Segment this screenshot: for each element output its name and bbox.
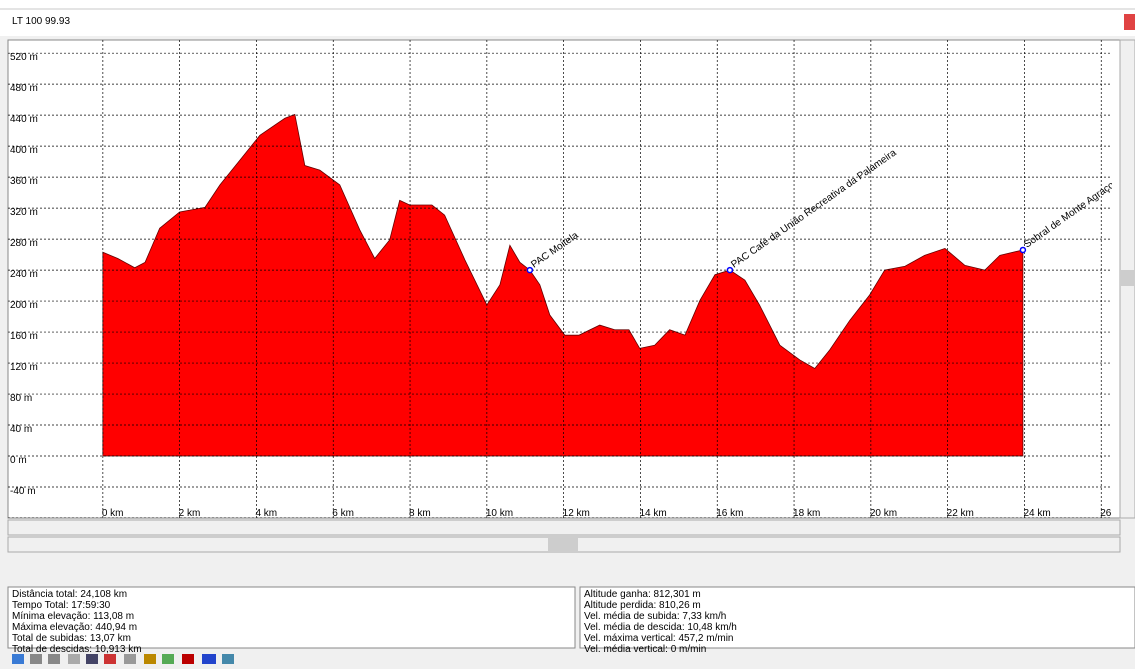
y-tick-label: 320 m [10,207,38,218]
x-tick-label: 2 km [179,508,201,519]
stat-line: Altitude ganha: 812,301 m [584,589,701,600]
stats-right-panel [579,586,1135,649]
tool-button[interactable] [182,654,194,664]
x-tick-label: 26 km [1100,508,1127,519]
tool-button[interactable] [104,654,116,664]
stat-line: Vel. média de subida: 7,33 km/h [584,611,727,622]
stat-line: Altitude perdida: 810,26 m [584,600,701,611]
tool-button[interactable] [86,654,98,664]
x-tick-label: 12 km [563,508,590,519]
x-tick-label: 4 km [255,508,277,519]
v-scroll-thumb[interactable] [1121,270,1134,286]
waypoint [726,266,734,274]
waypoint [1019,246,1027,254]
stat-line: Total de descidas: 10,913 km [12,644,142,655]
x-tick-label: 0 km [102,508,124,519]
stat-line: Vel. média vertical: 0 m/min [584,644,707,655]
window-title: LT 100 99.93 [12,16,70,27]
tool-button[interactable] [30,654,42,664]
y-tick-label: 200 m [10,300,38,311]
title-bar [0,0,1135,36]
stat-line: Mínima elevação: 113,08 m [12,611,135,622]
x-tick-label: 6 km [332,508,354,519]
x-tick-label: 10 km [486,508,513,519]
tool-button[interactable] [12,654,24,664]
tool-button[interactable] [124,654,136,664]
tool-button[interactable] [202,654,216,664]
toolbar [12,654,234,664]
tool-button[interactable] [222,654,234,664]
tool-button[interactable] [48,654,60,664]
x-tick-label: 16 km [716,508,743,519]
x-tick-label: 18 km [793,508,820,519]
y-tick-label: 120 m [10,362,38,373]
x-tick-label: 8 km [409,508,431,519]
x-tick-label: 14 km [639,508,666,519]
y-tick-label: -40 m [10,486,36,497]
stat-line: Vel. máxima vertical: 457,2 m/min [584,633,734,644]
y-tick-label: 240 m [10,269,38,280]
y-tick-label: -80 m [10,517,36,528]
y-tick-label: 440 m [10,114,38,125]
y-tick-label: 160 m [10,331,38,342]
y-tick-label: 400 m [10,145,38,156]
h-scroll-thumb[interactable] [548,537,578,552]
elevation-area [102,113,1024,457]
x-tick-label: 20 km [870,508,897,519]
y-tick-label: 0 m [10,455,27,466]
stat-line: Total de subidas: 13,07 km [12,633,131,644]
stat-line: Vel. média de descida: 10,48 km/h [584,622,737,633]
stats-left: Distância total: 24,108 km Tempo Total: 1… [12,589,142,655]
close-button[interactable] [1124,14,1135,30]
y-tick-label: 280 m [10,238,38,249]
h-scrollbar[interactable] [7,519,1121,536]
tool-button[interactable] [144,654,156,664]
stat-line: Tempo Total: 17:59:30 [12,600,111,611]
y-tick-label: 360 m [10,176,38,187]
stats-left-panel [7,586,576,649]
x-tick-label: 22 km [947,508,974,519]
tool-button[interactable] [162,654,174,664]
stat-line: Máxima elevação: 440,94 m [12,622,138,633]
stats-right: Altitude ganha: 812,301 m Altitude perdid… [584,589,737,655]
y-tick-label: 80 m [10,393,32,404]
y-tick-label: 40 m [10,424,32,435]
y-tick-label: 480 m [10,83,38,94]
tool-button[interactable] [68,654,80,664]
y-tick-label: 520 m [10,52,38,63]
waypoint [526,266,534,274]
x-tick-label: 24 km [1023,508,1050,519]
stat-line: Distância total: 24,108 km [12,589,128,600]
